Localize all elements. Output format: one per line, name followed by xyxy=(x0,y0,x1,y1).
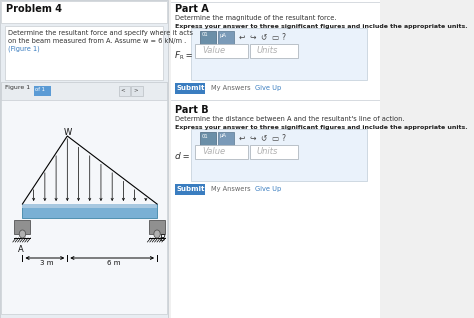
Text: ↺: ↺ xyxy=(260,33,267,42)
Bar xyxy=(191,129,367,181)
Bar xyxy=(22,204,157,218)
Text: ?: ? xyxy=(281,33,285,42)
Text: Give Up: Give Up xyxy=(255,85,281,91)
Text: Problem 4: Problem 4 xyxy=(7,4,63,14)
Bar xyxy=(171,0,380,318)
Text: μA: μA xyxy=(219,32,227,38)
Text: Express your answer to three significant figures and include the appropriate uni: Express your answer to three significant… xyxy=(174,125,467,130)
Text: Determine the resultant force and specify where it acts: Determine the resultant force and specif… xyxy=(8,30,193,36)
Bar xyxy=(131,86,143,96)
Text: Value: Value xyxy=(202,147,225,156)
Text: <: < xyxy=(120,87,125,92)
Text: 01: 01 xyxy=(202,134,209,139)
Bar xyxy=(201,132,216,145)
Text: ↺: ↺ xyxy=(260,134,267,143)
Bar xyxy=(218,31,234,44)
Bar xyxy=(0,0,168,318)
Bar xyxy=(22,204,157,208)
Text: ▭: ▭ xyxy=(271,134,278,143)
Circle shape xyxy=(19,230,26,238)
Text: Determine the magnitude of the resultant force.: Determine the magnitude of the resultant… xyxy=(174,15,336,21)
Bar xyxy=(174,83,205,94)
Bar xyxy=(149,220,165,234)
Text: d: d xyxy=(174,152,181,161)
Text: >: > xyxy=(133,87,137,92)
Text: 01: 01 xyxy=(202,32,209,38)
Text: ↪: ↪ xyxy=(249,134,255,143)
Text: Determine the distance between A and the resultant's line of action.: Determine the distance between A and the… xyxy=(174,116,404,122)
Text: =: = xyxy=(182,51,192,60)
Text: on the beam measured from A. Assume w = 6 kN/m .: on the beam measured from A. Assume w = … xyxy=(8,38,186,44)
Text: Submit: Submit xyxy=(176,186,205,192)
Text: Express your answer to three significant figures and include the appropriate uni: Express your answer to three significant… xyxy=(174,24,467,29)
Bar xyxy=(118,86,130,96)
Bar xyxy=(1,82,167,314)
Text: My Answers: My Answers xyxy=(211,85,250,91)
Text: (Figure 1): (Figure 1) xyxy=(8,46,40,52)
Text: Figure 1: Figure 1 xyxy=(5,86,30,91)
Text: My Answers: My Answers xyxy=(211,186,250,192)
Bar xyxy=(250,44,298,58)
Bar xyxy=(5,26,164,80)
Bar xyxy=(174,184,205,195)
Bar xyxy=(195,145,247,159)
Text: ?: ? xyxy=(281,134,285,143)
Bar xyxy=(195,44,247,58)
Text: Part B: Part B xyxy=(174,105,208,115)
Text: R: R xyxy=(180,55,183,60)
Text: A: A xyxy=(18,245,24,254)
Text: B: B xyxy=(159,234,165,243)
Bar xyxy=(1,82,167,100)
Text: W: W xyxy=(64,128,73,137)
Text: Give Up: Give Up xyxy=(255,186,281,192)
Bar xyxy=(218,132,234,145)
Text: of 1: of 1 xyxy=(35,87,45,92)
Text: 3 m: 3 m xyxy=(40,260,54,266)
Text: ▭: ▭ xyxy=(271,33,278,42)
Text: Units: Units xyxy=(256,46,278,55)
Bar xyxy=(14,220,30,234)
Text: Part A: Part A xyxy=(174,4,209,14)
Text: 6 m: 6 m xyxy=(108,260,121,266)
Bar xyxy=(1,1,167,23)
Text: Submit: Submit xyxy=(176,85,205,91)
Text: ↪: ↪ xyxy=(249,33,255,42)
Text: Units: Units xyxy=(256,147,278,156)
Text: μA: μA xyxy=(219,134,227,139)
Text: ↩: ↩ xyxy=(239,33,245,42)
Bar xyxy=(201,31,216,44)
Text: =: = xyxy=(180,152,190,161)
Text: F: F xyxy=(174,51,180,60)
Text: ↩: ↩ xyxy=(239,134,245,143)
Text: Value: Value xyxy=(202,46,225,55)
Bar xyxy=(191,28,367,80)
Circle shape xyxy=(154,230,160,238)
Bar xyxy=(250,145,298,159)
Bar xyxy=(34,86,51,96)
